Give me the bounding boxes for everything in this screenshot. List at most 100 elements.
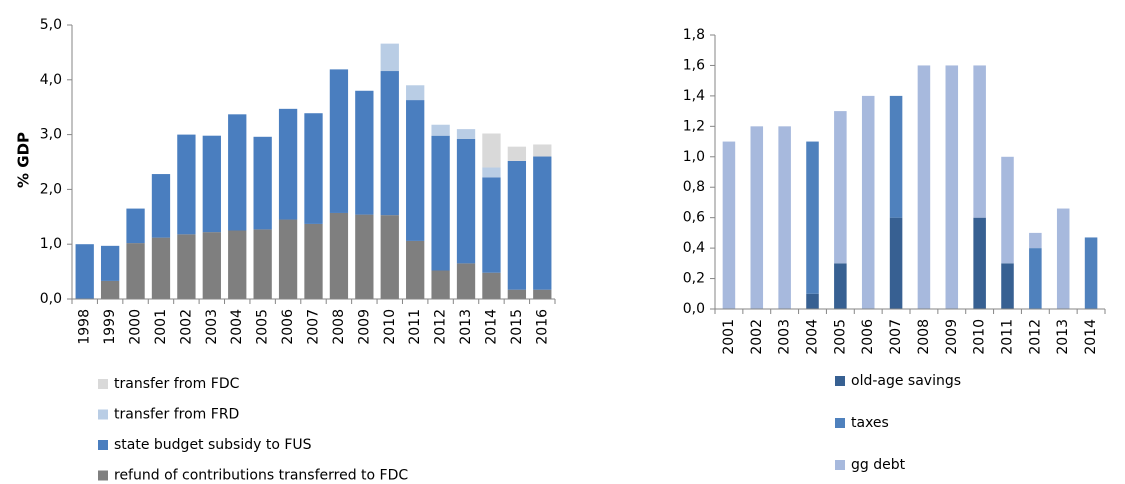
x-tick-label: 2015 (509, 309, 525, 345)
bar-segment (806, 293, 819, 309)
bar-segment (722, 141, 736, 309)
bar-segment (126, 243, 145, 299)
x-tick-label: 2010 (972, 319, 988, 355)
x-tick-label: 2009 (356, 309, 372, 345)
legend-label: transfer from FDC (114, 376, 240, 392)
bar-segment (1056, 208, 1070, 309)
x-tick-label: 2007 (306, 309, 322, 345)
x-tick-label: 2013 (1055, 319, 1071, 355)
bar-segment (533, 289, 552, 299)
bar-segment (973, 65, 986, 218)
bar-segment (355, 90, 374, 215)
x-tick-label: 1998 (77, 309, 93, 345)
x-tick-label: 2014 (483, 309, 499, 345)
bar-segment (482, 177, 501, 273)
y-tick-label: 1,6 (683, 57, 705, 73)
bar-segment (278, 219, 298, 299)
bar-segment (778, 126, 791, 309)
y-tick-label: 1,2 (683, 118, 705, 134)
bar-segment (228, 230, 247, 299)
y-tick-label: 4,0 (40, 72, 62, 88)
bar-segment (126, 208, 145, 244)
x-tick-label: 2009 (944, 319, 960, 355)
bar-segment (533, 144, 552, 157)
legend-label: old-age savings (851, 373, 961, 389)
x-tick-label: 2005 (832, 319, 848, 355)
bar-segment (406, 85, 425, 101)
legend-swatch (98, 440, 108, 450)
y-tick-label: 0,8 (683, 179, 705, 195)
bar-segment (750, 126, 764, 309)
y-tick-label: 3,0 (40, 127, 62, 143)
bar-segment (75, 244, 94, 299)
legend-swatch (835, 418, 845, 428)
bar-segment (253, 136, 272, 230)
bar-segment (507, 160, 527, 290)
x-tick-label: 2010 (382, 309, 398, 345)
y-tick-label: 1,0 (683, 149, 705, 165)
legend-label: taxes (851, 415, 889, 431)
bar-segment (151, 174, 171, 238)
x-tick-label: 2002 (749, 319, 765, 355)
bar-segment (482, 272, 501, 299)
bar-segment (1001, 263, 1014, 309)
bar-segment (456, 138, 476, 264)
bar-segment (100, 245, 120, 281)
bar-segment (973, 217, 986, 309)
bar-segment (917, 65, 931, 309)
y-tick-label: 0,4 (683, 240, 705, 256)
bar-segment (945, 65, 959, 309)
bar-segment (1001, 156, 1014, 264)
bar-segment (329, 212, 349, 299)
bar-segment (431, 270, 450, 299)
legend-swatch (98, 379, 108, 389)
y-tick-label: 2,0 (40, 181, 62, 197)
bar-segment (1084, 237, 1098, 309)
bar-segment (431, 135, 450, 271)
x-tick-label: 2001 (721, 319, 737, 355)
bar-segment (329, 69, 349, 213)
bar-segment (177, 234, 196, 299)
bar-segment (202, 135, 221, 233)
x-tick-label: 2003 (204, 309, 220, 345)
bar-segment (406, 240, 425, 299)
bar-segment (151, 237, 171, 299)
bar-segment (228, 114, 247, 231)
legend-swatch (835, 460, 845, 470)
y-tick-label: 0,0 (40, 291, 62, 307)
bar-segment (304, 223, 323, 299)
legend-label: state budget subsidy to FUS (114, 437, 312, 453)
x-tick-label: 2011 (407, 309, 423, 345)
x-tick-label: 2011 (1000, 319, 1016, 355)
y-tick-label: 1,0 (40, 236, 62, 252)
y-tick-label: 1,8 (683, 27, 705, 43)
bar-segment (380, 215, 399, 299)
x-tick-label: 2014 (1083, 319, 1099, 355)
x-tick-label: 2007 (888, 319, 904, 355)
bar-segment (380, 71, 399, 216)
x-tick-label: 2004 (805, 319, 821, 355)
legend-label: transfer from FRD (114, 407, 239, 423)
bar-segment (507, 289, 527, 299)
legend-label: gg debt (851, 457, 906, 473)
legend-swatch (98, 409, 108, 420)
y-tick-label: 1,4 (683, 88, 705, 104)
bar-segment (482, 133, 501, 168)
x-tick-label: 1999 (102, 309, 118, 345)
bar-segment (834, 263, 847, 309)
legend-swatch (835, 376, 845, 386)
bar-segment (482, 167, 501, 178)
bar-segment (889, 95, 903, 218)
y-tick-label: 0,6 (683, 210, 705, 226)
bar-segment (533, 156, 552, 290)
x-tick-label: 2006 (860, 319, 876, 355)
bar-segment (380, 43, 399, 72)
bar-segment (278, 108, 298, 220)
x-tick-label: 2004 (229, 309, 245, 345)
bar-segment (806, 141, 819, 294)
y-axis-label: % GDP (15, 132, 33, 188)
y-tick-label: 5,0 (40, 17, 62, 33)
bar-segment (861, 95, 875, 309)
y-tick-label: 0,2 (683, 271, 705, 287)
x-tick-label: 2016 (534, 309, 550, 345)
